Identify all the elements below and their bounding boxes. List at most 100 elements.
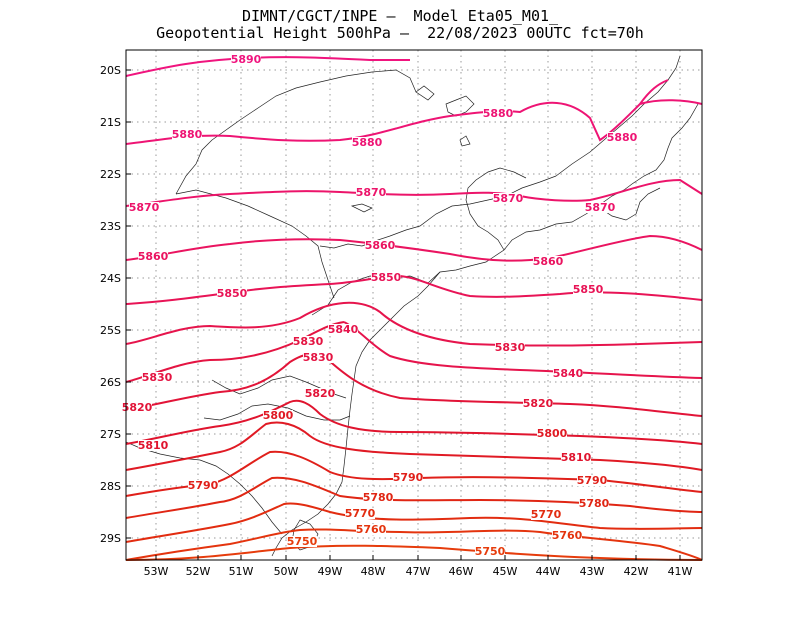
contour-label-5780: 5780 [579, 497, 610, 510]
lon-tick-label: 42W [624, 565, 649, 578]
lat-tick-label: 26S [100, 376, 121, 389]
contour-label-5760: 5760 [552, 529, 583, 542]
contour-label-bg [188, 480, 218, 491]
contour-label-bg [561, 452, 591, 463]
title-line-2: Geopotential Height 500hPa – 22/08/2023 … [156, 24, 644, 42]
contour-label-bg [573, 284, 603, 295]
contour-label-5870: 5870 [129, 201, 160, 214]
lat-tick-label: 28S [100, 480, 121, 493]
title-line-1: DIMNT/CGCT/INPE – Model Eta05_M01_ [241, 7, 559, 25]
contour-label-bg [138, 251, 168, 262]
contour-label-bg [345, 508, 375, 519]
contour-label-bg [493, 193, 523, 204]
contour-label-bg [475, 546, 505, 557]
contour-label-bg [552, 530, 582, 541]
contour-label-5750: 5750 [287, 535, 318, 548]
lon-tick-label: 41W [668, 565, 693, 578]
reservoir-2 [415, 85, 435, 101]
lon-tick-label: 43W [580, 565, 605, 578]
state-border-7 [555, 55, 681, 177]
contour-label-bg [533, 256, 563, 267]
contour-label-bg [553, 368, 583, 379]
contour-label-5850: 5850 [217, 287, 248, 300]
contour-label-5820: 5820 [305, 387, 336, 400]
contour-label-bg [356, 524, 386, 535]
contour-5890 [125, 56, 410, 77]
contour-5840 [343, 321, 703, 379]
contour-label-bg [231, 54, 261, 65]
contour-label-bg [393, 472, 423, 483]
contour-label-bg [577, 475, 607, 486]
state-border-3 [175, 69, 417, 195]
lat-tick-label: 22S [100, 168, 121, 181]
contour-label-5890: 5890 [231, 53, 262, 66]
contour-5870 [125, 178, 703, 207]
lat-tick-label: 24S [100, 272, 121, 285]
contour-label-5790: 5790 [577, 474, 608, 487]
contour-label-bg [579, 498, 609, 509]
lon-tick-label: 46W [449, 565, 474, 578]
lon-tick-label: 48W [361, 565, 386, 578]
contour-label-5810: 5810 [561, 451, 592, 464]
contour-5880 [125, 79, 703, 145]
state-border-8 [599, 187, 661, 221]
plot-frame [125, 49, 703, 561]
contour-label-bg [217, 288, 247, 299]
contour-label-5860: 5860 [533, 255, 564, 268]
lat-tick-label: 29S [100, 532, 121, 545]
contour-label-5880: 5880 [172, 128, 203, 141]
contour-label-bg [263, 410, 293, 421]
contour-5860 [125, 234, 703, 262]
contour-label-5770: 5770 [345, 507, 376, 520]
lat-tick-label: 23S [100, 220, 121, 233]
contour-label-bg [585, 202, 615, 213]
state-border-2 [319, 175, 557, 249]
contour-label-5820: 5820 [122, 401, 153, 414]
lon-tick-label: 44W [536, 565, 561, 578]
chart-title: DIMNT/CGCT/INPE – Model Eta05_M01_ Geopo… [0, 8, 800, 42]
country-border [125, 441, 283, 535]
contour-label-bg [138, 440, 168, 451]
contour-5750 [125, 544, 703, 561]
contour-label-5840: 5840 [328, 323, 359, 336]
state-border-6 [465, 167, 527, 251]
contour-5770 [125, 502, 703, 543]
contour-label-bg [172, 129, 202, 140]
coastline-south [271, 271, 441, 557]
contour-label-bg [356, 187, 386, 198]
contour-label-5830: 5830 [142, 371, 173, 384]
contour-label-bg [303, 352, 333, 363]
contour-label-5830: 5830 [495, 341, 526, 354]
contour-label-5860: 5860 [365, 239, 396, 252]
contour-label-bg [122, 402, 152, 413]
lat-tick-label: 27S [100, 428, 121, 441]
contour-5810 [125, 399, 703, 445]
contour-label-5870: 5870 [493, 192, 524, 205]
contour-label-bg [607, 132, 637, 143]
contour-label-5880: 5880 [352, 136, 383, 149]
contour-label-bg [537, 428, 567, 439]
contour-5760 [125, 528, 703, 561]
contour-label-5840: 5840 [553, 367, 584, 380]
contour-label-5780: 5780 [363, 491, 394, 504]
contour-label-bg [495, 342, 525, 353]
contour-label-5870: 5870 [585, 201, 616, 214]
lon-tick-label: 53W [144, 565, 169, 578]
contour-label-5810: 5810 [138, 439, 169, 452]
contour-label-5850: 5850 [573, 283, 604, 296]
contour-label-5860: 5860 [138, 250, 169, 263]
lagoon [291, 519, 319, 551]
contour-label-5880: 5880 [607, 131, 638, 144]
reservoir-3 [350, 203, 373, 213]
reservoir-1 [445, 95, 475, 117]
lat-tick-label: 25S [100, 324, 121, 337]
contour-5840 [125, 301, 703, 347]
contour-label-bg [287, 536, 317, 547]
contour-label-bg [371, 272, 401, 283]
lon-tick-label: 51W [229, 565, 254, 578]
contour-label-bg [352, 137, 382, 148]
contour-label-5760: 5760 [356, 523, 387, 536]
lon-tick-label: 49W [318, 565, 343, 578]
contour-label-5790: 5790 [188, 479, 219, 492]
lat-tick-label: 20S [100, 64, 121, 77]
